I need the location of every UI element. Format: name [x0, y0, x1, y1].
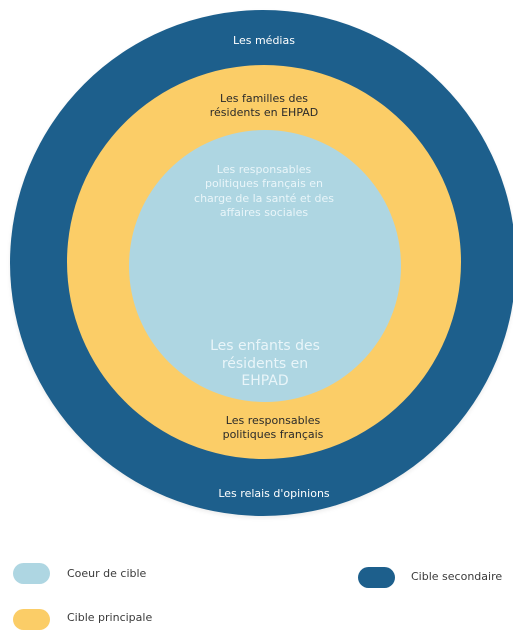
outer-ring-top-label: Les médias: [233, 34, 295, 47]
legend-swatch-secondary: [358, 567, 395, 588]
outer-ring-bottom-label: Les relais d'opinions: [218, 487, 330, 500]
middle-ring-bottom-label: Les responsables politiques français: [222, 414, 324, 442]
core-top-label: Les responsables politiques français en …: [194, 163, 334, 219]
legend-label-principal: Cible principale: [67, 611, 153, 624]
core-target-ring: [129, 130, 401, 402]
core-bottom-label: Les enfants des résidents en EHPAD: [210, 338, 320, 389]
legend-swatch-principal: [13, 609, 50, 630]
legend-swatch-core: [13, 563, 50, 584]
legend-label-core: Coeur de cible: [67, 567, 147, 580]
middle-ring-top-label: Les familles des résidents en EHPAD: [209, 92, 319, 120]
legend-label-secondary: Cible secondaire: [411, 570, 503, 583]
